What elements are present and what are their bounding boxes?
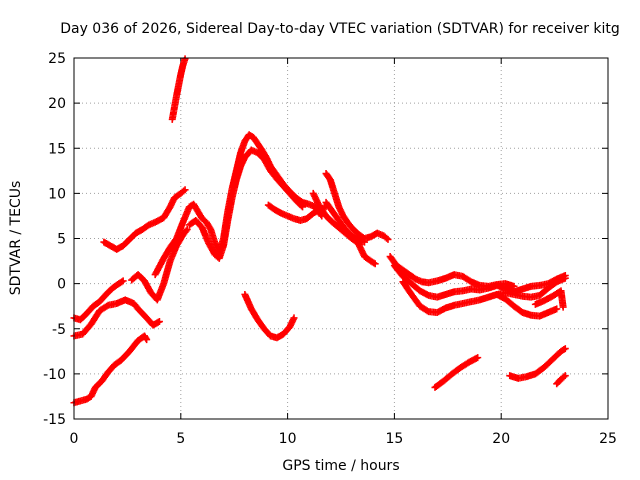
grid [74, 58, 608, 419]
series-s16 [399, 278, 561, 320]
y-tick-label: 10 [48, 186, 66, 202]
x-tick-label: 0 [70, 431, 79, 447]
data-point [383, 234, 391, 242]
x-tick-label: 10 [279, 431, 297, 447]
data-point [559, 303, 567, 311]
series-s20 [506, 345, 569, 382]
axis-ticks: 0 5 10 15 20 25 -15 -10 -5 0 5 10 15 20 25 [43, 51, 617, 447]
y-tick-label: 0 [57, 277, 66, 293]
data-point [181, 186, 189, 194]
y-tick-label: 15 [48, 141, 66, 157]
series-s12 [322, 198, 368, 246]
data-point [182, 227, 190, 235]
data-point [119, 277, 127, 285]
data-point [560, 346, 568, 354]
data-point [561, 274, 569, 282]
data-point [143, 336, 151, 344]
data-point [183, 225, 191, 233]
series-s18 [531, 287, 567, 311]
chart-title: Day 036 of 2026, Sidereal Day-to-day VTE… [60, 21, 620, 37]
x-tick-label: 15 [385, 431, 403, 447]
x-tick-label: 5 [176, 431, 185, 447]
series-s17 [493, 274, 569, 301]
y-tick-label: -15 [43, 412, 66, 428]
data-point [299, 203, 307, 211]
series-s6 [128, 225, 191, 304]
data-point [384, 235, 392, 243]
series-s10 [322, 170, 392, 243]
data-point [553, 305, 561, 313]
y-tick-label: 25 [48, 51, 66, 67]
series-s8 [185, 146, 307, 262]
data-point [371, 260, 379, 268]
series-s2 [70, 332, 151, 407]
x-tick-label: 25 [599, 431, 617, 447]
data-point [155, 318, 163, 326]
y-tick-label: -10 [43, 367, 66, 383]
data-point [360, 238, 368, 246]
data-point [118, 278, 126, 286]
y-tick-label: 20 [48, 96, 66, 112]
series-s13 [241, 290, 298, 342]
data-point [180, 187, 188, 195]
y-axis-label: SDTVAR / TECUs [8, 181, 24, 296]
x-axis-label: GPS time / hours [282, 458, 399, 474]
data-point [561, 372, 569, 380]
series-s5 [100, 186, 189, 253]
x-tick-label: 20 [492, 431, 510, 447]
data-point [560, 373, 568, 381]
data-point [290, 314, 298, 322]
data-point [370, 259, 378, 267]
data-point [474, 354, 482, 362]
data-point [297, 202, 305, 210]
data-points [70, 55, 569, 407]
series-s4 [70, 296, 163, 340]
series-s19 [431, 354, 482, 391]
plot-frame [73, 57, 609, 420]
y-tick-label: -5 [52, 322, 66, 338]
data-point [561, 345, 569, 353]
series-s1 [168, 55, 189, 123]
series-s21 [553, 372, 569, 388]
data-point [181, 55, 189, 63]
series-s15 [390, 262, 569, 301]
y-tick-label: 5 [57, 232, 66, 248]
